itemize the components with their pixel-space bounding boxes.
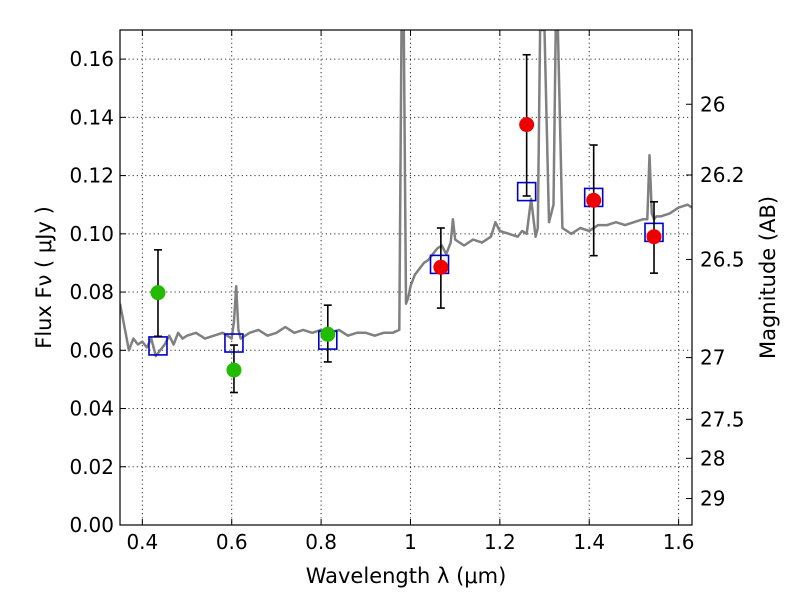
y-tick-label: 0.06	[69, 338, 114, 362]
x-tick-label: 1.2	[484, 530, 516, 554]
plot-area	[120, 30, 692, 394]
observed-point	[646, 229, 662, 245]
y2-tick-label: 27.5	[700, 407, 745, 431]
observed-point	[150, 285, 166, 301]
x-tick-label: 1.6	[663, 530, 695, 554]
y-tick-label: 0.02	[69, 455, 114, 479]
y2-tick-label: 29	[700, 487, 725, 511]
y-axis-label: Flux Fν ( μJy )	[32, 206, 56, 349]
observed-point	[433, 259, 449, 275]
x-tick-label: 1	[404, 530, 417, 554]
model-spectrum-line	[120, 30, 692, 358]
x-axis-label: Wavelength λ (μm)	[306, 564, 507, 588]
observed-point	[586, 192, 602, 208]
observed-point	[226, 362, 242, 378]
y-tick-label: 0.10	[69, 222, 114, 246]
y2-tick-label: 28	[700, 446, 725, 470]
observed-point	[320, 326, 336, 342]
y2-tick-label: 26	[700, 92, 725, 116]
y2-tick-label: 26.2	[700, 163, 745, 187]
axis-ticks: 0.4 0.6 0.8 1 1.2 1.4 1.6 0.00 0.02 0.04 0.06 0.08 0…	[69, 30, 745, 554]
observed-point	[519, 117, 535, 133]
y-tick-label: 0.08	[69, 280, 114, 304]
x-tick-label: 0.8	[305, 530, 337, 554]
y-tick-label: 0.00	[69, 513, 114, 537]
y2-tick-label: 27	[700, 346, 725, 370]
y-tick-label: 0.04	[69, 397, 114, 421]
x-tick-label: 1.4	[573, 530, 605, 554]
x-tick-label: 0.4	[126, 530, 158, 554]
y2-axis-label: Magnitude (AB)	[756, 196, 780, 359]
y-tick-label: 0.12	[69, 164, 114, 188]
y-tick-label: 0.14	[69, 105, 114, 129]
y-tick-label: 0.16	[69, 47, 114, 71]
plot-frame	[119, 29, 693, 526]
x-tick-label: 0.6	[216, 530, 248, 554]
y2-tick-label: 26.5	[700, 247, 745, 271]
